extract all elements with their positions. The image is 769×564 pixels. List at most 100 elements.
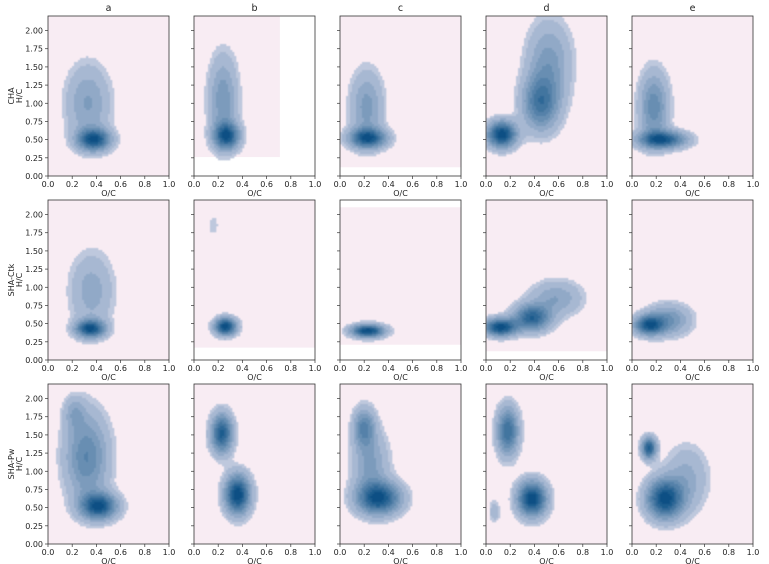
column-title-e: e <box>690 3 696 14</box>
y-axis-label: H/C <box>15 272 24 287</box>
x-axis-label: O/C <box>539 557 554 564</box>
row-name: CHA <box>7 87 16 105</box>
x-tick-label: 1.0 <box>309 548 322 557</box>
panel-frame <box>631 15 754 177</box>
y-tick-label: 1.00 <box>25 283 43 292</box>
x-axis-label: O/C <box>247 557 262 564</box>
x-tick-label: 0.8 <box>284 364 297 373</box>
density-field <box>344 400 413 525</box>
x-tick-label: 1.0 <box>747 548 760 557</box>
y-tick-label: 1.50 <box>25 431 43 440</box>
panel-sha-pw-c: 0.0 0.2 0.4 0.6 0.8 1.0 O/C <box>334 383 468 564</box>
panel-frame <box>631 383 754 545</box>
density-field <box>66 248 117 345</box>
x-tick-label: 0.0 <box>626 180 639 189</box>
x-tick-label: 0.2 <box>66 548 79 557</box>
x-tick-label: 0.8 <box>430 364 443 373</box>
x-tick-label: 0.6 <box>552 180 565 189</box>
x-tick-label: 0.2 <box>358 548 371 557</box>
x-tick-label: 0.4 <box>674 548 687 557</box>
x-tick-label: 0.6 <box>406 364 419 373</box>
density-field <box>632 60 699 157</box>
panel-frame <box>339 15 462 177</box>
y-tick-label: 1.50 <box>25 63 43 72</box>
row-label-sha-pw: SHA-Pw H/C <box>7 448 24 479</box>
x-tick-label: 0.8 <box>722 364 735 373</box>
y-axis-label: H/C <box>15 88 24 103</box>
x-tick-label: 1.0 <box>747 180 760 189</box>
x-tick-label: 0.0 <box>334 548 347 557</box>
panel-frame <box>339 383 462 545</box>
density-field <box>208 218 243 341</box>
panel-cha-e: 0.0 0.2 0.4 0.6 0.8 1.0 O/C <box>626 15 760 198</box>
row-name: SHA-Ctk <box>7 263 16 296</box>
x-tick-label: 0.6 <box>260 364 273 373</box>
x-tick-label: 0.0 <box>188 180 201 189</box>
y-tick-label: 0.25 <box>25 154 43 163</box>
column-title-d: d <box>543 3 549 14</box>
x-tick-label: 0.6 <box>114 548 127 557</box>
x-tick-label: 0.4 <box>528 180 541 189</box>
y-tick-label: 2.00 <box>25 395 43 404</box>
y-tick-label: 2.00 <box>25 27 43 36</box>
x-tick-label: 0.4 <box>674 180 687 189</box>
y-tick-label: 1.75 <box>25 45 43 54</box>
panel-frame <box>193 383 316 545</box>
x-tick-label: 0.6 <box>552 364 565 373</box>
x-tick-label: 0.4 <box>382 180 395 189</box>
x-axis-label: O/C <box>685 373 700 382</box>
x-tick-label: 0.2 <box>212 364 225 373</box>
x-tick-label: 0.8 <box>576 364 589 373</box>
y-tick-label: 0.25 <box>25 338 43 347</box>
x-tick-label: 0.2 <box>212 180 225 189</box>
x-tick-label: 1.0 <box>163 180 176 189</box>
y-tick-label: 1.25 <box>25 265 43 274</box>
panel-sha-ctk-c: 0.0 0.2 0.4 0.6 0.8 1.0 O/C <box>334 199 467 382</box>
panel-frame <box>485 383 608 545</box>
y-tick-label: 0.75 <box>25 301 43 310</box>
x-axis-label: O/C <box>101 189 116 198</box>
y-tick-label: 1.50 <box>25 247 43 256</box>
x-tick-label: 0.0 <box>334 364 347 373</box>
x-tick-label: 1.0 <box>601 180 614 189</box>
panel-frame <box>339 199 462 361</box>
x-tick-label: 0.2 <box>212 548 225 557</box>
x-tick-label: 0.0 <box>480 548 493 557</box>
x-tick-label: 0.0 <box>334 180 347 189</box>
x-tick-label: 0.0 <box>480 364 493 373</box>
panel-sha-pw-a: 0.0 0.2 0.4 0.6 0.8 1.0 O/C 0.00 0.25 0.50 0.75 1.0… <box>25 383 175 564</box>
x-tick-label: 0.2 <box>358 180 371 189</box>
density-field <box>342 320 395 343</box>
x-tick-label: 1.0 <box>309 180 322 189</box>
row-label-cha: CHA H/C <box>7 87 24 105</box>
x-tick-label: 0.0 <box>626 548 639 557</box>
x-tick-label: 0.6 <box>552 548 565 557</box>
y-tick-label: 1.75 <box>25 413 43 422</box>
x-tick-label: 0.4 <box>90 548 103 557</box>
density-field <box>204 44 247 161</box>
row-name: SHA-Pw <box>7 448 16 479</box>
panel-sha-pw-d: 0.0 0.2 0.4 0.6 0.8 1.0 O/C <box>480 383 614 564</box>
y-tick-label: 0.25 <box>25 522 43 531</box>
x-axis-label: O/C <box>393 373 408 382</box>
x-axis-label: O/C <box>101 557 116 564</box>
y-tick-label: 1.25 <box>25 81 43 90</box>
density-field <box>636 432 711 531</box>
x-axis-label: O/C <box>247 189 262 198</box>
x-tick-label: 0.0 <box>42 364 55 373</box>
x-axis-label: O/C <box>685 557 700 564</box>
panel-cha-c: 0.0 0.2 0.4 0.6 0.8 1.0 O/C <box>334 15 467 198</box>
panel-sha-ctk-b: 0.0 0.2 0.4 0.6 0.8 1.0 O/C <box>188 199 321 382</box>
x-tick-label: 0.2 <box>504 364 517 373</box>
panels-layer: 0.0 0.2 0.4 0.6 0.8 1.0 O/C 0.00 0.25 0.50 0.75 1.0… <box>25 15 760 564</box>
x-tick-label: 0.4 <box>674 364 687 373</box>
x-tick-label: 0.0 <box>42 180 55 189</box>
x-tick-label: 0.4 <box>90 364 103 373</box>
x-tick-label: 0.6 <box>698 364 711 373</box>
panel-cha-a: 0.0 0.2 0.4 0.6 0.8 1.0 O/C 0.00 0.25 0.50 0.75 1.0… <box>25 15 176 198</box>
column-title-a: a <box>106 3 112 14</box>
panel-frame <box>193 15 316 177</box>
x-tick-label: 1.0 <box>601 548 614 557</box>
x-tick-label: 1.0 <box>455 548 468 557</box>
